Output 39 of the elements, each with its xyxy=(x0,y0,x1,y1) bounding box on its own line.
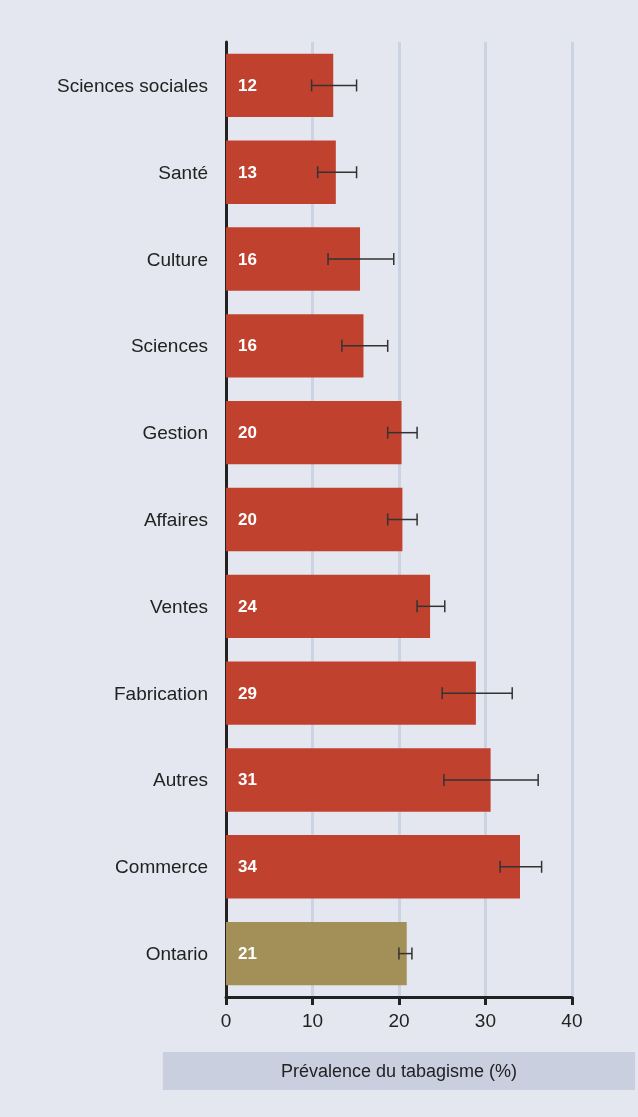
data-label: 20 xyxy=(238,510,257,529)
y-tick-label: Culture xyxy=(146,248,208,270)
data-label: 21 xyxy=(238,944,257,964)
bar xyxy=(226,574,431,639)
data-label: 31 xyxy=(238,770,257,790)
y-tick-label: Fabrication xyxy=(114,682,208,704)
y-tick-label: Commerce xyxy=(115,856,208,878)
data-label: 16 xyxy=(238,336,257,356)
bar xyxy=(226,53,334,118)
data-label: 29 xyxy=(238,683,257,703)
data-label: 16 xyxy=(238,249,257,269)
y-tick-label: Sciences sociales xyxy=(56,74,208,96)
bar xyxy=(226,748,491,812)
x-tick-label: 10 xyxy=(301,1010,324,1031)
data-label: 20 xyxy=(238,423,257,443)
data-label: 34 xyxy=(238,857,258,877)
y-tick-label: Ontario xyxy=(145,943,208,965)
data-label: 24 xyxy=(238,596,258,616)
bar xyxy=(226,140,336,204)
x-axis-title: Prévalence du tabagisme (%) xyxy=(280,1061,517,1081)
bar xyxy=(226,314,364,378)
x-tick-label: 30 xyxy=(474,1010,496,1031)
data-label: 13 xyxy=(238,162,257,182)
bar xyxy=(226,400,402,465)
data-label: 12 xyxy=(238,75,257,95)
bar xyxy=(226,661,476,725)
x-tick-label: 40 xyxy=(561,1010,583,1031)
x-tick-label: 0 xyxy=(220,1010,232,1031)
y-tick-label: Autres xyxy=(153,769,208,791)
y-tick-label: Santé xyxy=(158,161,208,183)
bar xyxy=(226,835,520,899)
y-tick-label: Gestion xyxy=(142,422,208,444)
bar xyxy=(226,227,361,291)
y-tick-label: Ventes xyxy=(149,595,208,617)
x-tick-label: 20 xyxy=(388,1010,410,1031)
y-tick-label: Sciences xyxy=(130,335,208,357)
y-tick-label: Affaires xyxy=(143,509,208,530)
bar xyxy=(226,487,403,552)
bar xyxy=(226,921,407,986)
